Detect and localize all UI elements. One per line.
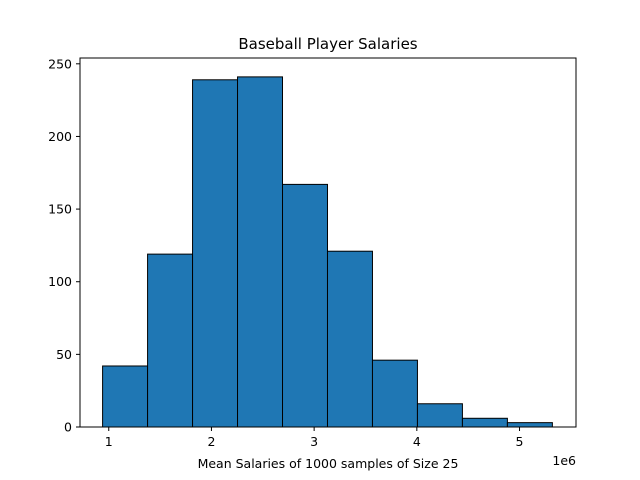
- y-tick-label: 200: [48, 129, 72, 144]
- plot-frame: [79, 57, 577, 428]
- x-tick-label: 3: [310, 434, 318, 449]
- x-axis-ticks: 1 2 3 4 5: [105, 427, 524, 449]
- histogram-bar-6: [326, 250, 373, 428]
- histogram-bars: [102, 76, 553, 428]
- x-tick-label: 2: [207, 434, 215, 449]
- chart-title: Baseball Player Salaries: [238, 35, 417, 53]
- x-tick-label: 5: [516, 434, 524, 449]
- x-axis-label: Mean Salaries of 1000 samples of Size 25: [198, 456, 459, 471]
- histogram-bar-8: [416, 403, 463, 428]
- histogram-bar-1: [102, 365, 149, 428]
- x-tick-label: 4: [413, 434, 421, 449]
- histogram-bar-2: [147, 253, 194, 428]
- y-axis-ticks: 0 50 100 150 200 250: [48, 56, 80, 435]
- histogram-bar-3: [192, 79, 239, 428]
- histogram-bar-5: [282, 183, 328, 428]
- y-tick-label: 250: [48, 56, 72, 71]
- y-tick-label: 150: [48, 202, 72, 217]
- y-tick-label: 0: [64, 420, 72, 435]
- histogram-bar-9: [461, 417, 508, 428]
- y-tick-label: 50: [56, 347, 72, 362]
- histogram-bar-7: [371, 359, 418, 428]
- x-tick-label: 1: [105, 434, 113, 449]
- histogram-bar-4: [237, 76, 284, 428]
- x-axis-offset-label: 1e6: [552, 453, 576, 468]
- y-tick-label: 100: [48, 274, 72, 289]
- histogram-bar-10: [506, 422, 553, 428]
